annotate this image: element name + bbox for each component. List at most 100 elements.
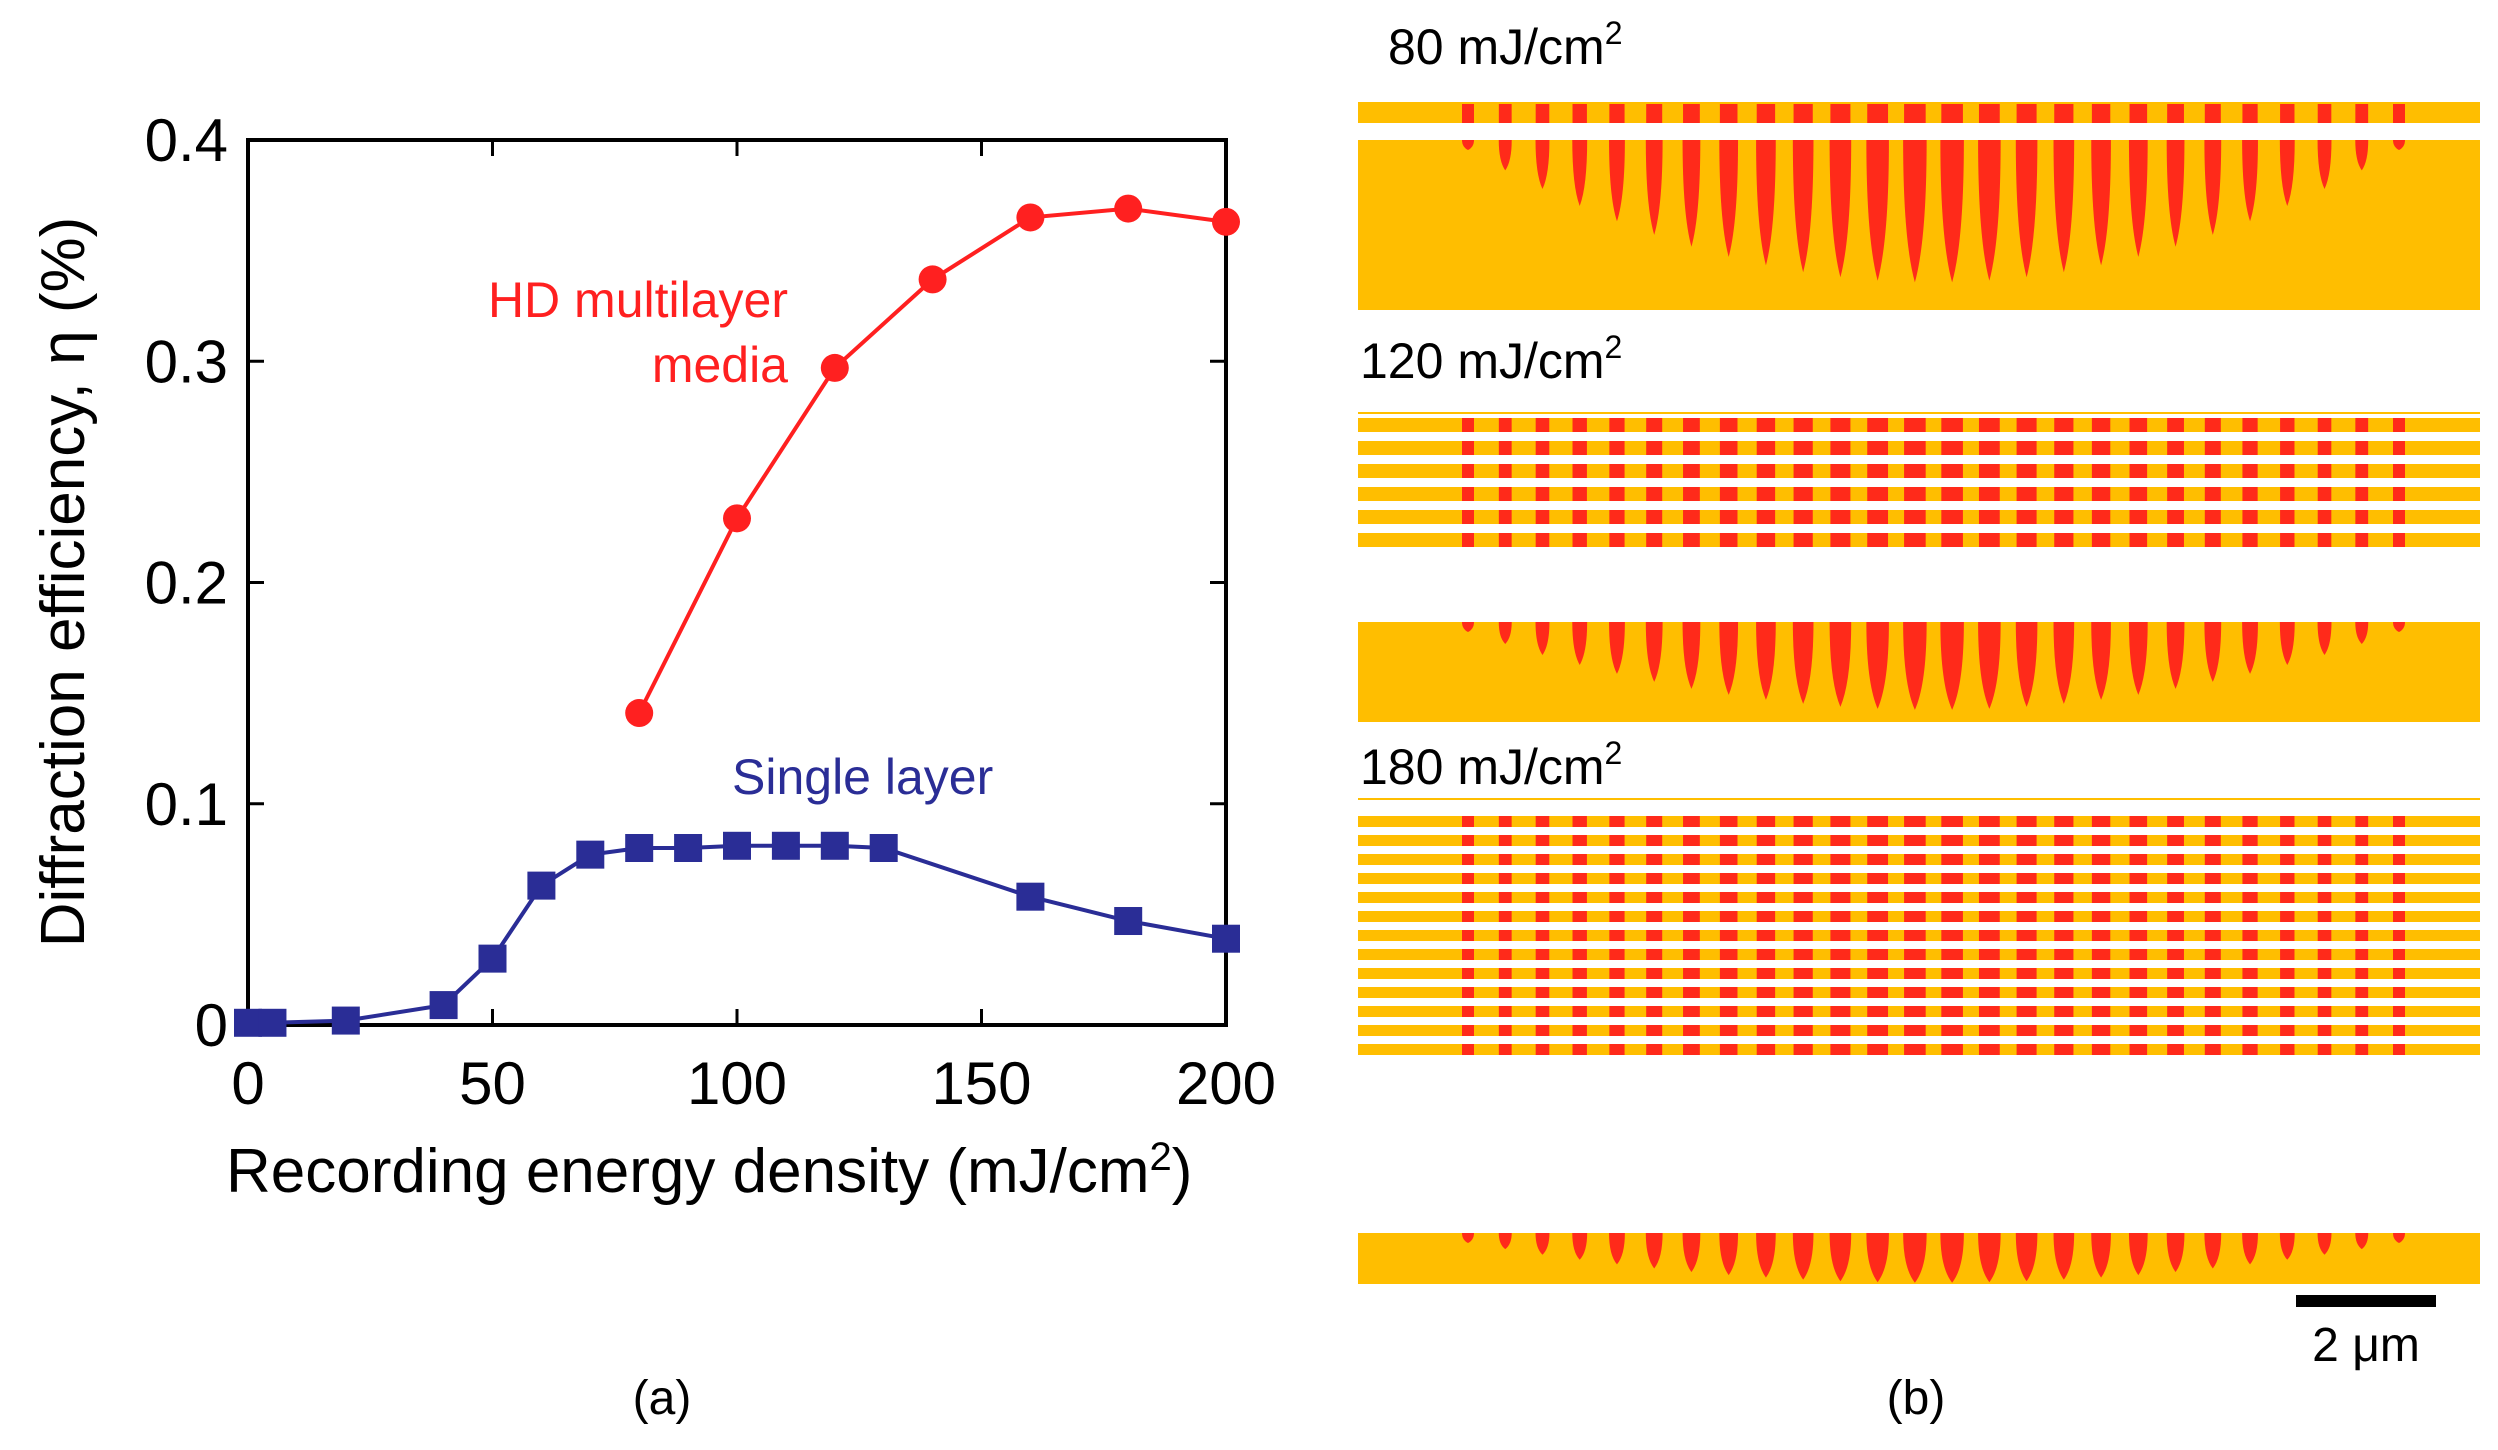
grating-fringe — [2317, 1044, 2332, 1055]
grating-fringe — [1462, 816, 1474, 827]
grating-fringe — [2393, 892, 2405, 903]
grating-fringe — [1535, 873, 1550, 884]
grating-fringe — [1535, 892, 1550, 903]
grating-fringe — [1572, 533, 1587, 547]
grating-fringe — [2129, 968, 2148, 979]
grating-fringe — [1535, 1025, 1550, 1036]
grating-tooth — [2393, 622, 2405, 632]
grating-tooth — [1572, 140, 1588, 207]
grating-fringe — [1830, 854, 1851, 865]
y-tick-label: 0.1 — [145, 771, 228, 838]
grating-fringe — [1609, 968, 1625, 979]
grating-fringe — [2355, 968, 2369, 979]
grating-fringe — [1609, 441, 1625, 455]
grating-fringe — [2317, 464, 2332, 478]
sim-label-120: 120 mJ/cm2 — [1360, 329, 1622, 389]
grating-fringe — [1978, 987, 2000, 998]
data-point-single — [478, 944, 507, 973]
grating-fringe — [1462, 510, 1474, 524]
grating-fringe — [2167, 104, 2184, 123]
simulation-block-0 — [1358, 102, 2480, 310]
grating-fringe — [1867, 930, 1889, 941]
grating-fringe — [2242, 873, 2258, 884]
grating-fringe — [1572, 911, 1587, 922]
data-point-single — [1016, 882, 1045, 911]
grating-fringe — [2242, 533, 2258, 547]
grating-fringe — [1498, 873, 1512, 884]
grating-fringe — [1535, 1044, 1550, 1055]
grating-fringe — [2054, 441, 2074, 455]
grating-fringe — [2280, 441, 2295, 455]
grating-fringe — [2242, 487, 2258, 501]
grating-tooth — [1792, 622, 1814, 704]
grating-fringe — [2054, 1006, 2074, 1017]
data-point-single — [625, 834, 654, 862]
grating-fringe — [2317, 873, 2332, 884]
grating-fringe — [1462, 892, 1474, 903]
grating-fringe — [2091, 835, 2111, 846]
grating-fringe — [1978, 510, 2000, 524]
grating-fringe — [1498, 1044, 1512, 1055]
grating-fringe — [1498, 533, 1512, 547]
grating-fringe — [1462, 1044, 1474, 1055]
sim-label-80-sup: 2 — [1605, 15, 1623, 51]
x-tick-label: 50 — [459, 1050, 526, 1117]
grating-fringe — [1462, 104, 1474, 123]
grating-fringe — [1830, 816, 1851, 827]
grating-fringe — [2355, 816, 2369, 827]
grating-fringe — [1572, 968, 1587, 979]
grating-fringe — [2129, 854, 2148, 865]
grating-fringe — [2054, 1044, 2074, 1055]
grating-fringe — [1756, 533, 1776, 547]
grating-fringe — [2355, 487, 2369, 501]
grating-fringe — [1719, 1006, 1738, 1017]
grating-fringe — [1609, 510, 1625, 524]
grating-fringe — [1572, 418, 1587, 432]
grating-fringe — [1904, 510, 1926, 524]
sim-label-180-sup: 2 — [1605, 735, 1623, 771]
grating-fringe — [1978, 854, 2000, 865]
grating-tooth — [2317, 140, 2332, 190]
grating-fringe — [1535, 854, 1550, 865]
grating-fringe — [2091, 968, 2111, 979]
grating-fringe — [1609, 873, 1625, 884]
grating-fringe — [2091, 533, 2111, 547]
grating-fringe — [1719, 835, 1738, 846]
grating-fringe — [1609, 911, 1625, 922]
grating-fringe — [1793, 441, 1813, 455]
grating-fringe — [2016, 873, 2037, 884]
data-point-single — [331, 1006, 360, 1035]
grating-fringe — [2016, 987, 2037, 998]
grating-fringe — [1462, 854, 1474, 865]
grating-fringe — [2280, 892, 2295, 903]
grating-fringe — [2242, 464, 2258, 478]
grating-tooth — [1535, 140, 1550, 190]
grating-fringe — [1719, 911, 1738, 922]
panel-b-caption: (b) — [1887, 1372, 1946, 1425]
grating-fringe — [2054, 911, 2074, 922]
grating-fringe — [2016, 464, 2037, 478]
grating-fringe — [1941, 930, 1963, 941]
grating-fringe — [2091, 418, 2111, 432]
grating-fringe — [2204, 854, 2221, 865]
grating-fringe — [1462, 835, 1474, 846]
y-tick-label: 0.4 — [145, 107, 228, 174]
grating-fringe — [1941, 1044, 1963, 1055]
grating-fringe — [2054, 930, 2074, 941]
grating-fringe — [2016, 487, 2037, 501]
grating-fringe — [1498, 487, 1512, 501]
grating-fringe — [1756, 464, 1776, 478]
grating-fringe — [2204, 487, 2221, 501]
grating-fringe — [2016, 930, 2037, 941]
grating-fringe — [1756, 487, 1776, 501]
y-tick-label: 0.2 — [145, 550, 228, 617]
top-thin-layer — [1358, 798, 2480, 800]
grating-fringe — [2054, 987, 2074, 998]
grating-fringe — [2016, 968, 2037, 979]
grating-tooth — [2053, 1233, 2075, 1280]
grating-fringe — [2167, 854, 2184, 865]
grating-fringe — [2204, 835, 2221, 846]
grating-fringe — [1904, 533, 1926, 547]
grating-fringe — [1867, 835, 1889, 846]
grating-fringe — [1462, 464, 1474, 478]
